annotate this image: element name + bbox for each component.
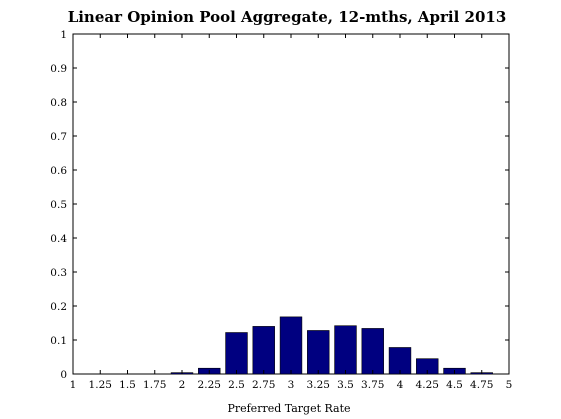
bars	[170, 316, 493, 375]
x-tick-label: 4.25	[416, 379, 439, 391]
y-axis-tick-labels: 0 0.1 0.2 0.3 0.4 0.5 0.6 0.7 0.8 0.9 1	[50, 29, 67, 381]
y-tick-label: 0.1	[50, 335, 67, 347]
y-tick-label: 0.5	[50, 199, 67, 211]
x-tick-label: 1.25	[89, 379, 112, 391]
x-tick-label: 2.25	[198, 379, 221, 391]
y-tick-label: 0.8	[50, 97, 67, 109]
bar	[307, 330, 330, 375]
x-tick-label: 1.5	[119, 379, 136, 391]
x-tick-label: 4.75	[470, 379, 493, 391]
x-tick-label: 1	[70, 379, 77, 391]
x-tick-label: 3.75	[361, 379, 384, 391]
x-tick-label: 2.75	[252, 379, 275, 391]
x-axis-label: Preferred Target Rate	[227, 402, 350, 415]
x-tick-label: 4.5	[446, 379, 463, 391]
x-tick-label: 5	[506, 379, 513, 391]
x-tick-label: 3.5	[337, 379, 354, 391]
bar	[225, 332, 248, 375]
x-tick-label: 2.5	[228, 379, 245, 391]
y-tick-label: 0.3	[50, 267, 67, 279]
chart-title: Linear Opinion Pool Aggregate, 12-mths, …	[68, 8, 507, 26]
x-tick-label: 2	[179, 379, 186, 391]
y-tick-label: 1	[60, 29, 67, 41]
x-tick-label: 1.75	[143, 379, 166, 391]
x-tick-label: 4	[397, 379, 404, 391]
y-tick-label: 0.9	[50, 63, 67, 75]
y-tick-label: 0.7	[50, 131, 67, 143]
bar	[334, 325, 357, 375]
bar	[279, 316, 303, 375]
y-tick-label: 0.2	[50, 301, 67, 313]
x-axis-tick-labels: 1 1.25 1.5 1.75 2 2.25 2.5 2.75 3 3.25 3.5 3.75 4 4.2…	[70, 379, 513, 391]
bar	[252, 326, 275, 375]
x-tick-label: 3.25	[307, 379, 330, 391]
axis-ticks	[72, 33, 510, 375]
x-tick-label: 3	[288, 379, 295, 391]
y-tick-label: 0.6	[50, 165, 67, 177]
y-tick-label: 0.4	[50, 233, 67, 245]
bar	[361, 328, 384, 375]
y-tick-label: 0	[60, 369, 67, 381]
